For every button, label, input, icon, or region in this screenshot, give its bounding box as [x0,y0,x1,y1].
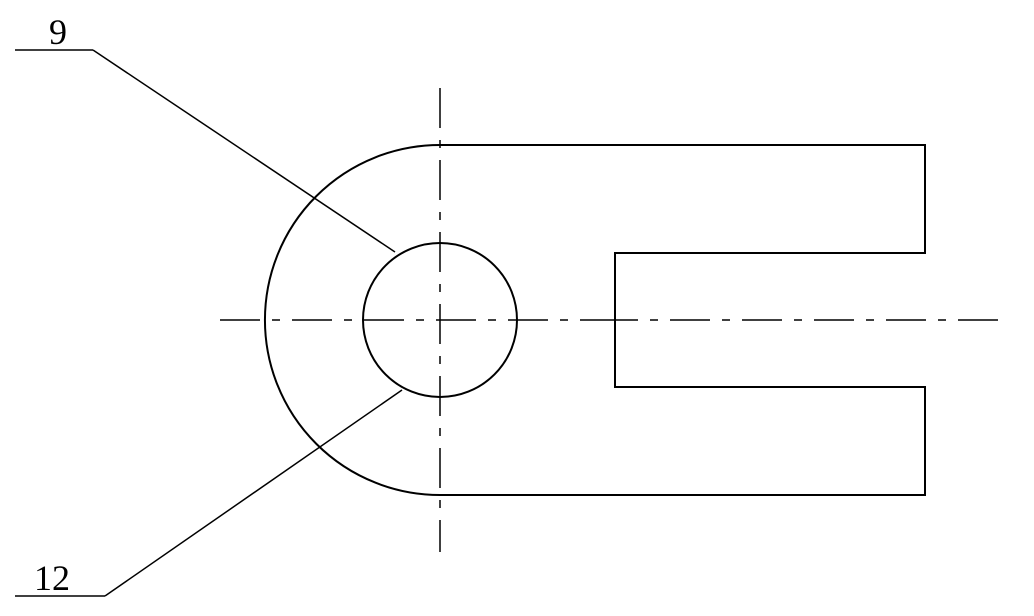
callout-9-leader [93,50,395,252]
callouts: 9 12 [15,12,402,598]
callout-12: 12 [15,390,402,598]
callout-12-label: 12 [34,558,70,598]
callout-12-leader [105,390,402,596]
callout-9-label: 9 [49,12,67,52]
callout-9: 9 [15,12,395,252]
centerlines [220,88,1005,552]
